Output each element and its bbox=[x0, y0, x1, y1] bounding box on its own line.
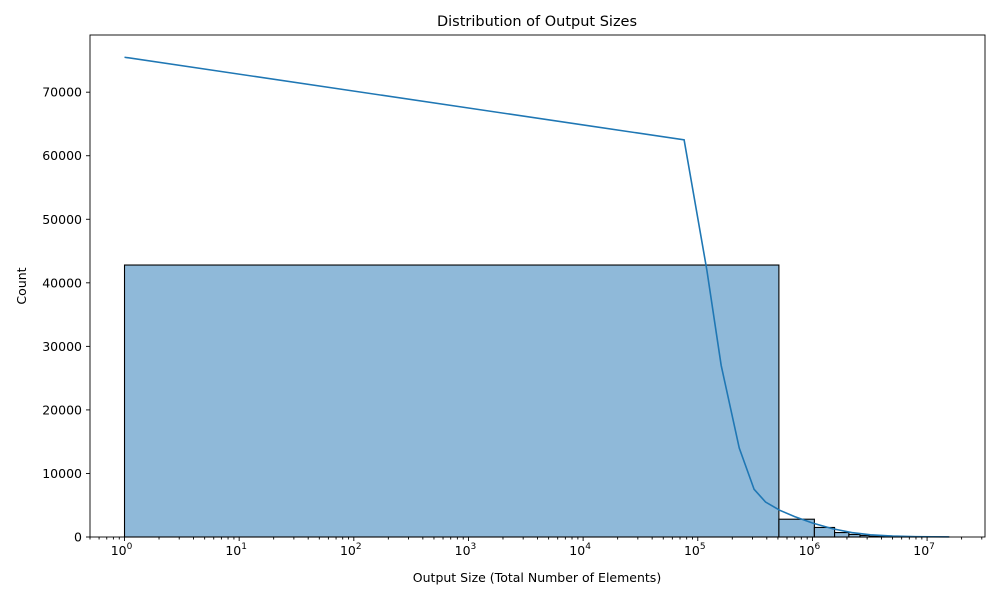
y-tick-label: 50000 bbox=[42, 212, 82, 227]
histogram-bar bbox=[834, 532, 850, 538]
y-tick-label: 40000 bbox=[42, 275, 82, 290]
x-tick-label: 100 bbox=[111, 542, 133, 558]
x-axis: 100 101 102 103 104 105 106 107 bbox=[89, 537, 983, 558]
x-tick-label: 102 bbox=[340, 542, 362, 558]
x-tick-label: 105 bbox=[684, 542, 706, 558]
y-axis-label: Count bbox=[14, 267, 29, 304]
x-tick-label: 106 bbox=[799, 542, 821, 558]
kde-curve bbox=[124, 56, 949, 538]
y-tick-label: 60000 bbox=[42, 148, 82, 163]
y-axis: 0 10000 20000 30000 40000 50000 60000 70000 bbox=[42, 85, 90, 545]
x-tick-label: 103 bbox=[455, 542, 477, 558]
x-axis-label: Output Size (Total Number of Elements) bbox=[413, 570, 661, 585]
y-tick-label: 20000 bbox=[42, 402, 82, 417]
histogram-bar bbox=[123, 264, 780, 538]
x-tick-label: 107 bbox=[913, 542, 935, 558]
x-tick-label: 101 bbox=[225, 542, 247, 558]
y-tick-label: 30000 bbox=[42, 339, 82, 354]
x-tick-label: 104 bbox=[569, 542, 591, 558]
y-tick-label: 10000 bbox=[42, 466, 82, 481]
histogram-bars bbox=[123, 264, 950, 538]
y-tick-label: 0 bbox=[74, 530, 82, 545]
chart-title: Distribution of Output Sizes bbox=[437, 14, 637, 30]
y-tick-label: 70000 bbox=[42, 85, 82, 100]
